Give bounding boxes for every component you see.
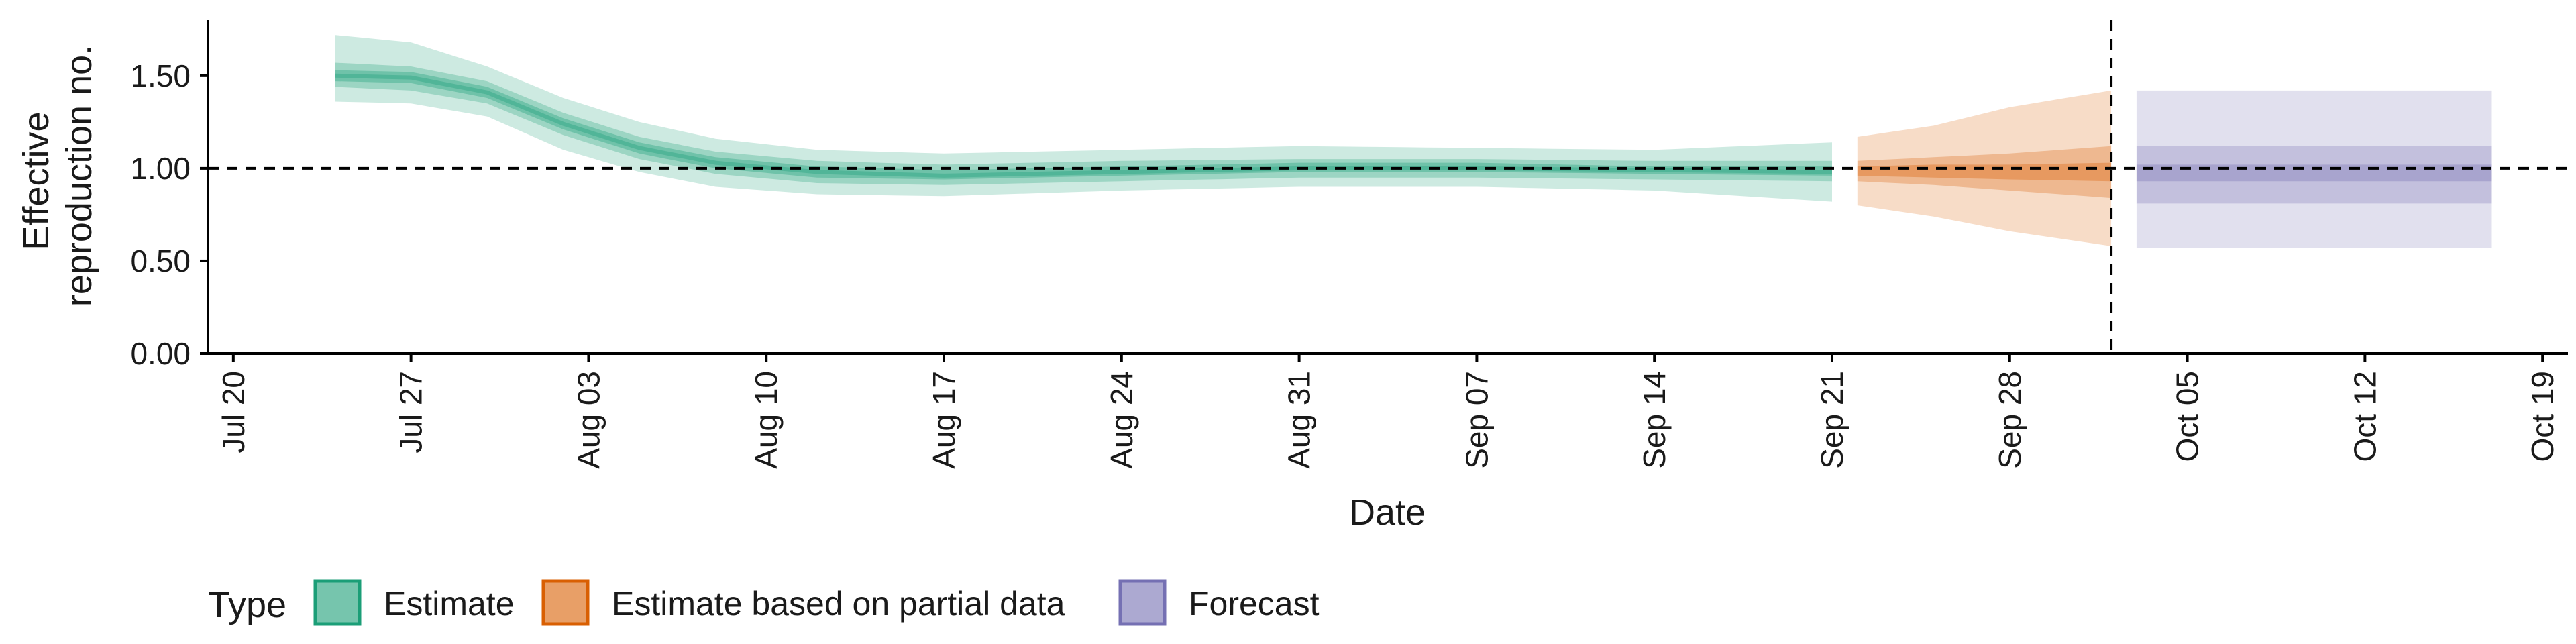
estimate-legend-swatch <box>313 579 362 626</box>
estimate-based-on-partial-data-legend-swatch <box>541 579 590 626</box>
x-tick-labels: Jul 20 Jul 27 Aug 03 Aug 10 Aug 17 Aug 24 Aug … <box>216 371 2560 469</box>
forecast-legend-swatch <box>1118 579 1167 626</box>
y-tick-labels: 0.00 0.50 1.00 1.50 <box>130 58 191 371</box>
y-axis-label-line-1: Effective <box>16 111 56 250</box>
x-tick-label: Aug 17 <box>926 371 961 469</box>
estimate-band-50 <box>335 62 1832 185</box>
y-tick-label: 0.50 <box>130 244 191 278</box>
y-tick-label: 1.50 <box>130 58 191 93</box>
forecast-band-50 <box>2136 146 2492 204</box>
forecast-legend-label: Forecast <box>1189 585 1320 623</box>
x-tick-label: Jul 20 <box>216 371 251 453</box>
legend: Type Estimate Estimate based on partial d… <box>208 579 1320 626</box>
estimate-band-90 <box>335 35 1832 202</box>
estimate-based-on-partial-data-band-50 <box>1857 146 2112 199</box>
x-tick-label: Aug 31 <box>1282 371 1317 469</box>
x-tick-label: Aug 10 <box>749 371 784 469</box>
y-axis-label: Effective reproduction no. <box>16 45 99 307</box>
x-tick-label: Sep 28 <box>1992 371 2027 469</box>
x-tick-label: Oct 19 <box>2525 371 2560 462</box>
legend-title: Type <box>208 585 286 625</box>
x-tick-label: Sep 21 <box>1815 371 1849 469</box>
x-tick-label: Sep 14 <box>1637 371 1672 469</box>
x-tick-label: Oct 05 <box>2170 371 2205 462</box>
y-axis-label-line-2: reproduction no. <box>59 45 99 307</box>
estimate-legend-label: Estimate <box>384 585 515 623</box>
estimate-based-on-partial-data-legend-label: Estimate based on partial data <box>612 585 1065 623</box>
x-axis-label: Date <box>1349 492 1426 533</box>
y-tick-label: 1.00 <box>130 151 191 186</box>
x-tick-label: Jul 27 <box>394 371 429 453</box>
x-tick-label: Oct 12 <box>2347 371 2382 462</box>
axes <box>200 20 2568 362</box>
x-tick-label: Sep 07 <box>1459 371 1494 469</box>
credible-interval-bands <box>335 35 2492 248</box>
x-tick-label: Aug 03 <box>571 371 606 469</box>
y-tick-label: 0.00 <box>130 336 191 371</box>
x-tick-label: Aug 24 <box>1104 371 1139 469</box>
